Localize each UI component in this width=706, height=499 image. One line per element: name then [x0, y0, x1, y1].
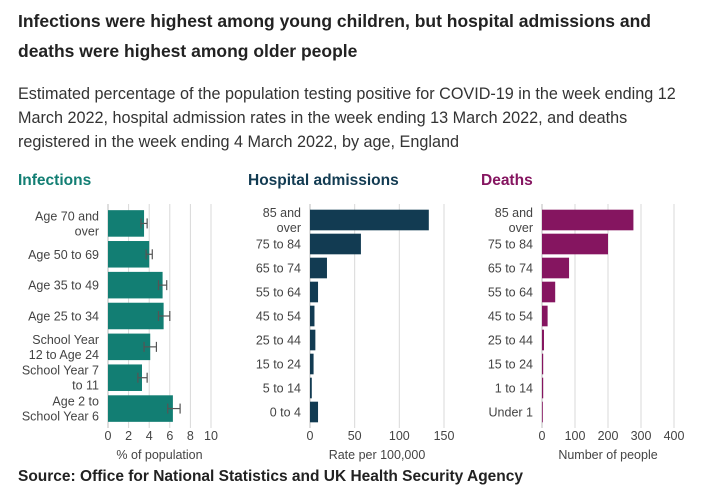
hospital-category-label: 85 and: [263, 206, 301, 220]
hospital-category-label: 15 to 24: [256, 358, 301, 372]
hospital-category-label: 25 to 44: [256, 334, 301, 348]
deaths-category-label: 75 to 84: [488, 238, 533, 252]
hospital-tick-label: 50: [348, 429, 362, 443]
infections-error-bar: [157, 280, 168, 291]
deaths-tick-label: 100: [565, 429, 586, 443]
hospital-bar: [310, 305, 315, 327]
hospital-category-label: 45 to 54: [256, 310, 301, 324]
hospital-bar: [310, 329, 316, 351]
deaths-panel-title: Deaths: [481, 172, 533, 189]
deaths-bar: [542, 305, 548, 327]
infections-category-label: School Year: [32, 333, 99, 347]
chart-title: Infections were highest among young chil…: [18, 11, 651, 61]
infections-tick-label: 6: [166, 429, 173, 443]
deaths-bar: [542, 377, 544, 399]
infections-category-label: Age 35 to 49: [28, 279, 99, 293]
infections-category-label: to 11: [72, 379, 99, 393]
infections-error-bar: [167, 403, 181, 414]
hospital-bar: [310, 377, 312, 399]
hospital-bar: [310, 401, 319, 423]
deaths-bar: [542, 233, 608, 255]
infections-axis-label: % of population: [116, 448, 202, 462]
hospital-category-label: 65 to 74: [256, 262, 301, 276]
deaths-bar: [542, 329, 544, 351]
deaths-bar: [542, 281, 556, 303]
deaths-category-label: 85 and: [495, 206, 533, 220]
infections-tick-label: 2: [125, 429, 132, 443]
infections-tick-label: 4: [146, 429, 153, 443]
infections-error-bar: [137, 372, 148, 383]
hospital-tick-label: 0: [307, 429, 314, 443]
chart-subtitle: Estimated percentage of the population t…: [18, 85, 676, 151]
infections-category-label: Age 50 to 69: [28, 248, 99, 262]
infections-error-bar: [145, 249, 153, 260]
deaths-tick-label: 400: [664, 429, 685, 443]
infections-tick-label: 8: [187, 429, 194, 443]
deaths-tick-label: 200: [598, 429, 619, 443]
infections-category-label: Age 25 to 34: [28, 310, 99, 324]
hospital-axis-label: Rate per 100,000: [329, 448, 426, 462]
infections-bar: [108, 302, 164, 330]
hospital-category-label: 0 to 4: [270, 406, 301, 420]
source-note: Source: Office for National Statistics a…: [18, 468, 524, 485]
deaths-bar: [542, 353, 544, 375]
infections-bar: [108, 241, 150, 268]
deaths-category-label: Under 1: [489, 406, 534, 420]
hospital-bar: [310, 209, 429, 231]
infections-bar: [108, 271, 163, 299]
infections-category-label: over: [75, 224, 99, 238]
hospital-tick-label: 100: [389, 429, 410, 443]
infections-error-bar: [143, 341, 158, 352]
deaths-tick-label: 300: [631, 429, 652, 443]
deaths-category-label: 1 to 14: [495, 382, 533, 396]
deaths-category-label: 15 to 24: [488, 358, 533, 372]
infections-bar: [108, 333, 151, 361]
infections-category-label: 12 to Age 24: [29, 348, 99, 362]
hospital-bar: [310, 233, 361, 255]
infections-category-label: Age 2 to: [52, 395, 99, 409]
deaths-category-label: 55 to 64: [488, 286, 533, 300]
infections-panel-title: Infections: [18, 172, 92, 189]
deaths-bar: [542, 257, 570, 279]
deaths-category-label: over: [509, 221, 533, 235]
infections-category-label: School Year 6: [22, 410, 99, 424]
infections-error-bar: [140, 218, 148, 229]
infections-bar: [108, 210, 145, 237]
hospital-category-label: 55 to 64: [256, 286, 301, 300]
infections-tick-label: 0: [105, 429, 112, 443]
deaths-bar: [542, 401, 543, 423]
infections-bar: [108, 364, 142, 391]
deaths-bar: [542, 209, 634, 231]
deaths-category-label: 25 to 44: [488, 334, 533, 348]
infections-bar: [108, 395, 173, 422]
infections-category-label: School Year 7: [22, 364, 99, 378]
hospital-category-label: over: [277, 221, 301, 235]
hospital-panel-title: Hospital admissions: [248, 172, 399, 189]
deaths-axis-label: Number of people: [558, 448, 657, 462]
infections-tick-label: 10: [204, 429, 218, 443]
hospital-tick-label: 150: [434, 429, 455, 443]
hospital-category-label: 75 to 84: [256, 238, 301, 252]
infections-error-bar: [157, 311, 171, 321]
infections-category-label: Age 70 and: [35, 209, 99, 223]
hospital-bar: [310, 353, 314, 375]
hospital-bar: [310, 281, 319, 303]
deaths-category-label: 45 to 54: [488, 310, 533, 324]
deaths-category-label: 65 to 74: [488, 262, 533, 276]
hospital-bar: [310, 257, 327, 279]
hospital-category-label: 5 to 14: [263, 382, 301, 396]
deaths-tick-label: 0: [539, 429, 546, 443]
